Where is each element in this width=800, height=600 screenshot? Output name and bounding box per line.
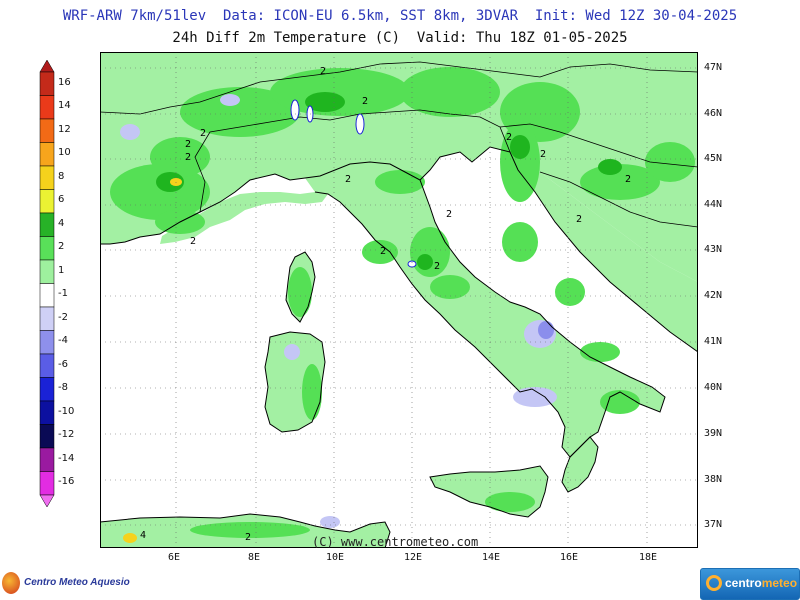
legend-tick-label: 4 bbox=[58, 217, 65, 229]
legend-tick-label: 6 bbox=[58, 194, 65, 205]
ring-icon bbox=[706, 575, 722, 591]
legend-swatch bbox=[39, 330, 55, 355]
legend-tick-label: -12 bbox=[58, 429, 75, 440]
legend-swatch bbox=[39, 95, 55, 120]
latitude-label: 38N bbox=[704, 474, 723, 485]
legend-swatch bbox=[39, 424, 55, 449]
legend-arrow-top bbox=[39, 60, 55, 73]
borders bbox=[100, 61, 698, 228]
latitude-label: 43N bbox=[704, 244, 723, 255]
legend-tick-label: -4 bbox=[58, 335, 68, 346]
legend-swatch bbox=[39, 377, 55, 402]
contour-label: 2 bbox=[446, 209, 452, 220]
contour-label: 2 bbox=[320, 66, 326, 77]
legend-tick-label: -8 bbox=[58, 382, 68, 393]
contour-label: 2 bbox=[245, 532, 251, 543]
legend-tick-label: -16 bbox=[58, 476, 75, 487]
contour-label: 2 bbox=[506, 132, 512, 143]
cool-patches-mid bbox=[538, 321, 554, 339]
legend-tick-label: -1 bbox=[58, 288, 68, 299]
legend-tick-label: 14 bbox=[58, 100, 71, 111]
latitude-label: 44N bbox=[704, 199, 723, 210]
latitude-label: 37N bbox=[704, 519, 723, 530]
logo-word-centro: centro bbox=[725, 576, 762, 590]
legend-swatch bbox=[39, 283, 55, 308]
legend-tick-label: -6 bbox=[58, 358, 68, 370]
logo-word-meteo: meteo bbox=[761, 576, 798, 590]
longitude-label: 6E bbox=[168, 552, 181, 563]
longitude-label: 10E bbox=[326, 552, 345, 563]
legend-swatch bbox=[39, 400, 55, 425]
sun-icon bbox=[2, 572, 20, 594]
legend-swatch bbox=[39, 236, 55, 261]
centro-meteo-aquesio-logo[interactable]: Centro Meteo Aquesio bbox=[2, 570, 130, 598]
contour-label: 2 bbox=[190, 236, 196, 247]
legend-swatch bbox=[39, 142, 55, 167]
land-calabria bbox=[562, 437, 598, 492]
legend-tick-label: 16 bbox=[58, 76, 71, 88]
legend-swatch bbox=[39, 118, 55, 143]
contour-label: 2 bbox=[434, 261, 440, 272]
contour-label: 2 bbox=[345, 174, 351, 185]
legend-swatch bbox=[39, 447, 55, 472]
color-legend bbox=[39, 60, 55, 508]
contour-label: 2 bbox=[576, 214, 582, 225]
latitude-label: 46N bbox=[704, 108, 723, 119]
longitude-label: 16E bbox=[560, 552, 579, 563]
legend-arrow-bottom bbox=[39, 494, 55, 508]
land-italy-peninsula bbox=[305, 162, 665, 457]
legend-tick-label: 8 bbox=[58, 170, 65, 182]
contour-label: 4 bbox=[140, 530, 146, 541]
longitude-label: 8E bbox=[248, 552, 261, 563]
land-liguria bbox=[160, 192, 328, 244]
longitude-label: 12E bbox=[404, 552, 423, 563]
legend-tick-label: -14 bbox=[58, 452, 75, 464]
contour-label: 2 bbox=[200, 128, 206, 139]
centrometeo-logo[interactable]: centrometeo bbox=[700, 568, 800, 600]
contour-label: 2 bbox=[185, 152, 191, 163]
chart-title: WRF-ARW 7km/51lev Data: ICON-EU 6.5km, S… bbox=[62, 8, 738, 24]
contour-label: 2 bbox=[362, 96, 368, 107]
legend-tick-label: 12 bbox=[58, 123, 71, 135]
legend-swatch bbox=[39, 306, 55, 331]
lakes bbox=[290, 99, 417, 268]
chart-subtitle: 24h Diff 2m Temperature (C) Valid: Thu 1… bbox=[172, 30, 628, 46]
map-frame bbox=[100, 52, 698, 548]
latitude-label: 45N bbox=[704, 153, 723, 164]
contour-label: 2 bbox=[625, 174, 631, 185]
legend-swatch bbox=[39, 71, 55, 96]
latitude-label: 39N bbox=[704, 428, 723, 439]
legend-swatch bbox=[39, 259, 55, 284]
legend-tick-label: 1 bbox=[58, 264, 65, 276]
latitude-label: 42N bbox=[704, 290, 723, 301]
contour-label: 2 bbox=[185, 139, 191, 150]
land-balkans bbox=[510, 152, 698, 352]
legend-swatch bbox=[39, 189, 55, 214]
legend-tick-label: -10 bbox=[58, 405, 75, 417]
latitude-label: 47N bbox=[704, 62, 723, 73]
warm-patches bbox=[110, 67, 695, 538]
legend-swatch bbox=[39, 212, 55, 237]
longitude-label: 18E bbox=[639, 552, 658, 563]
temperature-map: 2 2 2 2 2 2 2 2 2 2 2 2 2 2 2 4 bbox=[100, 52, 698, 548]
legend-swatch bbox=[39, 165, 55, 190]
contour-label: 2 bbox=[380, 246, 386, 257]
legend-tick-label: 10 bbox=[58, 147, 71, 158]
latitude-label: 40N bbox=[704, 382, 723, 393]
logo-text-right: centrometeo bbox=[725, 576, 797, 590]
legend-swatch bbox=[39, 353, 55, 378]
contour-labels: 2 2 2 2 2 2 2 2 2 2 2 2 2 2 2 4 bbox=[140, 66, 631, 543]
legend-tick-label: 2 bbox=[58, 241, 65, 252]
latitude-label: 41N bbox=[704, 336, 723, 347]
copyright-text: (C) www.centrometeo.com bbox=[312, 535, 479, 549]
legend-tick-label: -2 bbox=[58, 311, 68, 323]
longitude-label: 14E bbox=[482, 552, 501, 563]
coastlines bbox=[100, 146, 698, 548]
legend-swatch bbox=[39, 471, 55, 496]
contour-label: 2 bbox=[540, 149, 546, 160]
logo-text-left: Centro Meteo Aquesio bbox=[24, 577, 130, 588]
